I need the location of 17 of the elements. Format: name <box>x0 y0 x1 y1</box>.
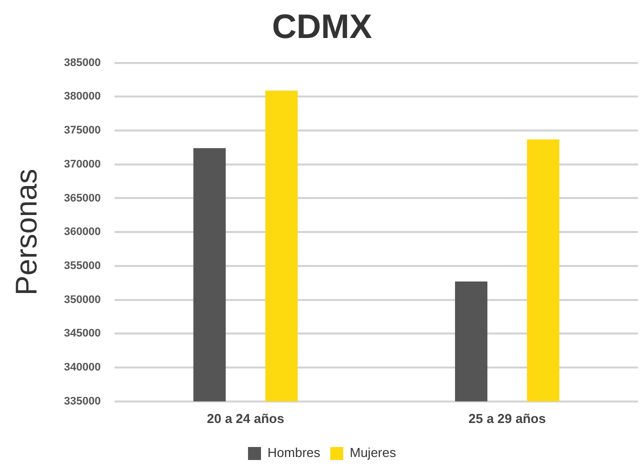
y-tick-label: 385000 <box>64 56 101 69</box>
legend-label: Hombres <box>268 445 321 460</box>
y-axis-title: Personas <box>10 168 44 296</box>
chart-title: CDMX <box>272 8 372 46</box>
y-tick-label: 345000 <box>64 328 101 340</box>
y-tick-label: 380000 <box>64 90 101 103</box>
y-tick-label: 360000 <box>64 226 101 238</box>
y-tick-label: 350000 <box>64 294 101 306</box>
x-tick-label: 20 a 24 años <box>206 410 284 426</box>
x-tick-label: 25 a 29 años <box>468 410 546 426</box>
y-tick-label: 365000 <box>64 192 101 204</box>
y-tick-label: 355000 <box>64 260 101 272</box>
y-tick-label: 370000 <box>64 158 101 170</box>
y-tick-label: 335000 <box>64 395 101 408</box>
legend-label: Mujeres <box>350 445 396 460</box>
y-tick-label: 375000 <box>64 124 101 137</box>
y-tick-label: 340000 <box>64 362 101 374</box>
